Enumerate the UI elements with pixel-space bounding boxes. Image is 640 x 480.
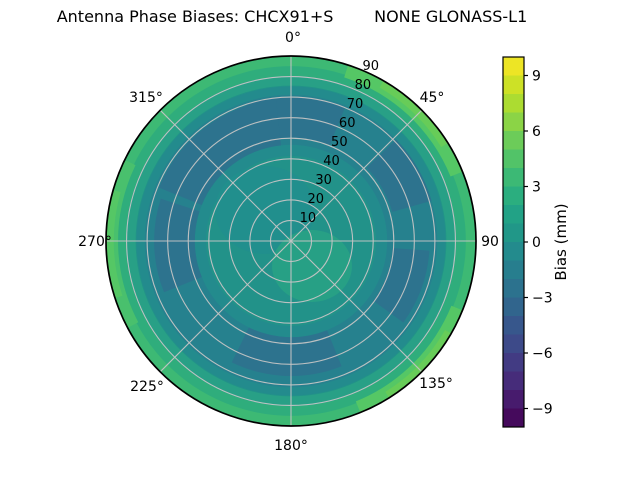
colorbar-band bbox=[503, 260, 524, 280]
colorbar-band bbox=[503, 334, 524, 354]
colorbar-band bbox=[503, 242, 524, 261]
radius-labels: 10 20 30 40 50 60 70 80 90 bbox=[300, 59, 379, 226]
colorbar-axis-label: Bias (mm) bbox=[552, 203, 570, 280]
theta-labels: 0° 45° 90 135° 180° 225° 270° 315° bbox=[78, 30, 499, 454]
colorbar-tick-label: 6 bbox=[532, 124, 541, 140]
colorbar-band bbox=[503, 279, 524, 298]
theta-label-90: 90 bbox=[481, 234, 499, 250]
colorbar-tick-label: 3 bbox=[532, 180, 541, 196]
colorbar-band bbox=[503, 186, 524, 206]
plot-outline-circle bbox=[105, 55, 477, 427]
colorbar-tick-label: −3 bbox=[532, 291, 553, 307]
colorbar-band bbox=[503, 316, 524, 335]
contour-rim-arc bbox=[106, 190, 123, 299]
r-tick-label: 30 bbox=[315, 173, 332, 188]
colorbar-band bbox=[503, 205, 524, 224]
colorbar-band bbox=[503, 75, 524, 95]
colorbar-band bbox=[503, 297, 524, 317]
colorbar-tick-label: −6 bbox=[532, 346, 553, 362]
theta-label-225: 225° bbox=[130, 379, 164, 395]
colorbar-band bbox=[503, 168, 524, 187]
colorbar-band bbox=[503, 390, 524, 409]
theta-label-135: 135° bbox=[419, 376, 453, 392]
colorbar-band bbox=[503, 57, 524, 76]
colorbar: 9 6 3 0 −3 −6 −9 Bias (mm) bbox=[502, 56, 570, 428]
colorbar-band bbox=[503, 131, 524, 150]
colorbar-band bbox=[503, 94, 524, 113]
contour-dark-patch bbox=[373, 248, 430, 323]
contour-dark-patch bbox=[366, 139, 432, 212]
r-tick-label: 60 bbox=[339, 116, 356, 131]
colorbar-band bbox=[503, 223, 524, 243]
theta-label-270: 270° bbox=[78, 234, 112, 250]
r-tick-label: 90 bbox=[363, 59, 380, 74]
contour-rim-arc bbox=[344, 65, 463, 177]
r-tick-label: 50 bbox=[331, 135, 348, 150]
theta-label-0: 0° bbox=[285, 30, 301, 46]
grid-spoke bbox=[290, 240, 423, 373]
chart-title: Antenna Phase Biases: CHCX91+S NONE GLON… bbox=[56, 7, 528, 26]
grid-spoke bbox=[290, 109, 423, 242]
colorbar-tick-label: 0 bbox=[532, 235, 541, 251]
colorbar-band bbox=[503, 149, 524, 169]
theta-label-180: 180° bbox=[274, 438, 308, 454]
colorbar-band bbox=[503, 408, 524, 428]
theta-label-315: 315° bbox=[129, 90, 163, 106]
polar-grid bbox=[105, 55, 477, 427]
r-tick-label: 20 bbox=[307, 192, 324, 207]
contour-rim-arc bbox=[355, 305, 463, 413]
colorbar-band bbox=[503, 371, 524, 391]
grid-spoke bbox=[159, 109, 292, 242]
r-tick-label: 40 bbox=[323, 154, 340, 169]
r-tick-label: 80 bbox=[355, 78, 372, 93]
colorbar-tick-label: 9 bbox=[532, 69, 541, 85]
theta-label-45: 45° bbox=[420, 90, 445, 106]
contour-center-patch bbox=[215, 166, 315, 254]
contour-rim-arc bbox=[385, 329, 452, 398]
contour-rim-arc bbox=[379, 80, 448, 148]
colorbar-tick-label: −9 bbox=[532, 402, 553, 418]
colorbar-band bbox=[503, 353, 524, 372]
contour-dark-patch bbox=[158, 99, 281, 205]
colorbar-band bbox=[503, 112, 524, 132]
grid-spoke bbox=[159, 240, 292, 373]
r-tick-label: 10 bbox=[300, 211, 317, 226]
contour-dark-patch bbox=[231, 327, 342, 377]
r-tick-label: 70 bbox=[347, 97, 364, 112]
